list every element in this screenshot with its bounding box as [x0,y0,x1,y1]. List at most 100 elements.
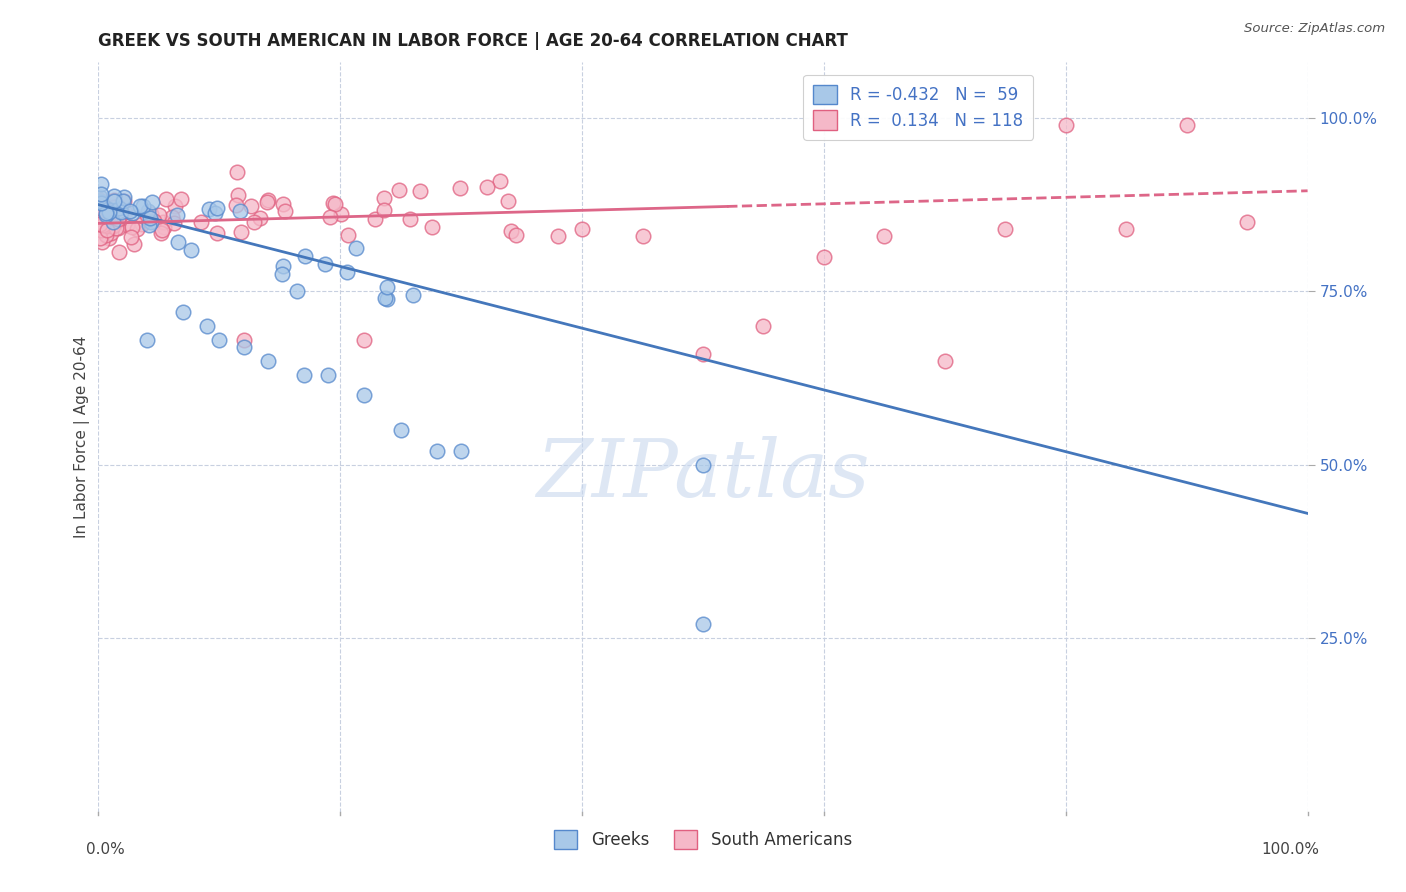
Point [450,444,472,458]
Point [94,206,117,220]
Point [273,203,295,218]
Point [89,217,111,231]
Point [499,224,522,238]
Point [94,227,117,242]
Point [207,202,229,216]
Point [101,215,124,229]
Point [1054,118,1077,132]
Point [752,319,775,334]
Point [107,245,129,260]
Point [353,333,375,347]
Point [107,199,129,213]
Point [97,200,120,214]
Point [120,230,142,244]
Point [294,249,316,263]
Point [373,202,395,217]
Point [166,208,188,222]
Point [256,353,278,368]
Point [91,217,114,231]
Point [316,368,339,382]
Point [108,202,131,217]
Point [96,223,118,237]
Point [91,209,114,223]
Text: 100.0%: 100.0% [1261,842,1320,856]
Point [353,388,375,402]
Point [190,215,212,229]
Point [150,223,173,237]
Point [112,194,135,208]
Point [180,243,202,257]
Point [90,196,112,211]
Point [292,368,315,382]
Point [93,217,115,231]
Point [104,215,127,229]
Point [107,212,129,227]
Point [375,292,398,306]
Point [148,208,170,222]
Point [364,212,387,227]
Point [389,423,412,437]
Point [89,211,111,226]
Point [141,215,163,229]
Point [270,268,292,282]
Text: GREEK VS SOUTH AMERICAN IN LABOR FORCE | AGE 20-64 CORRELATION CHART: GREEK VS SOUTH AMERICAN IN LABOR FORCE |… [98,32,848,50]
Text: ZIPatlas: ZIPatlas [536,436,870,513]
Point [89,194,111,208]
Point [336,227,359,242]
Point [142,214,165,228]
Point [91,209,114,223]
Point [934,353,956,368]
Point [373,191,395,205]
Point [121,220,143,235]
Point [91,208,114,222]
Point [163,216,186,230]
Point [402,288,425,302]
Point [225,198,247,212]
Point [112,190,135,204]
Point [631,228,654,243]
Point [94,219,117,234]
Point [344,241,367,255]
Point [96,211,118,226]
Point [89,209,111,223]
Point [257,193,280,207]
Point [107,203,129,218]
Point [115,218,138,232]
Text: 0.0%: 0.0% [86,842,125,856]
Point [256,195,278,210]
Point [96,215,118,229]
Point [195,319,218,334]
Point [103,219,125,233]
Point [167,235,190,249]
Point [336,265,359,279]
Point [90,223,112,237]
Point [153,220,176,235]
Point [330,206,353,220]
Point [90,177,112,191]
Point [132,199,155,213]
Point [90,208,112,222]
Point [89,202,111,216]
Point [139,207,162,221]
Point [135,333,157,347]
Point [108,202,131,216]
Point [129,199,152,213]
Point [692,458,714,472]
Point [97,205,120,219]
Point [91,202,114,217]
Point [104,221,127,235]
Point [152,215,174,229]
Point [409,184,432,198]
Legend: Greeks, South Americans: Greeks, South Americans [547,823,859,855]
Y-axis label: In Labor Force | Age 20-64: In Labor Force | Age 20-64 [75,336,90,538]
Point [449,181,471,195]
Point [240,199,263,213]
Point [107,212,129,227]
Point [420,219,443,234]
Point [994,222,1017,236]
Point [1236,215,1258,229]
Point [98,202,121,217]
Point [103,194,125,208]
Point [204,206,226,220]
Point [127,222,149,236]
